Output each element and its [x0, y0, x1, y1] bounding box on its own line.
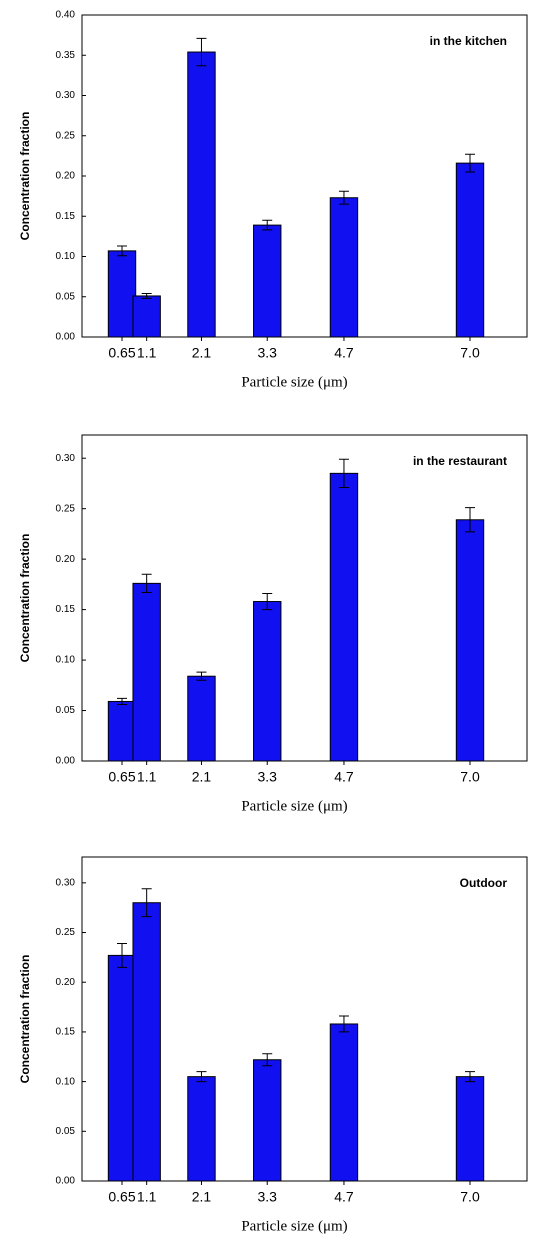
y-tick-label: 0.20	[56, 171, 76, 182]
x-axis-title: Particle size (μm)	[241, 374, 347, 390]
y-tick-label: 0.25	[56, 927, 76, 938]
y-axis-title: Concentration fraction	[18, 955, 32, 1084]
x-tick-label: 2.1	[192, 1189, 212, 1205]
x-tick-label: 7.0	[460, 769, 480, 785]
error-bar	[117, 697, 128, 705]
error-bar	[196, 37, 207, 67]
y-tick-label: 0.20	[56, 554, 76, 565]
bar	[253, 224, 282, 338]
y-tick-label: 0.35	[56, 50, 76, 61]
y-tick-label: 0.00	[56, 1176, 76, 1187]
error-bar	[262, 219, 273, 231]
y-tick-label: 0.20	[56, 977, 76, 988]
x-tick-label: 2.1	[192, 769, 212, 785]
error-bar	[141, 573, 152, 593]
error-bar	[262, 1053, 273, 1067]
y-tick-label: 0.10	[56, 1076, 76, 1087]
x-tick-label: 7.0	[460, 345, 480, 361]
error-bar	[465, 507, 476, 533]
bar	[187, 675, 216, 762]
bar	[187, 1076, 216, 1182]
annotation: in the restaurant	[413, 454, 507, 468]
y-axis-title: Concentration fraction	[18, 112, 32, 241]
error-bar	[117, 942, 128, 968]
bar	[187, 51, 216, 338]
x-tick-label: 3.3	[257, 345, 277, 361]
y-tick-label: 0.40	[56, 10, 76, 21]
y-tick-label: 0.25	[56, 503, 76, 514]
y-tick-label: 0.05	[56, 705, 76, 716]
y-tick-label: 0.25	[56, 130, 76, 141]
bar	[107, 700, 137, 762]
error-bar	[141, 293, 152, 299]
y-axis-title: Concentration fraction	[18, 534, 32, 663]
error-bar	[141, 888, 152, 918]
y-tick-label: 0.30	[56, 877, 76, 888]
y-tick-label: 0.10	[56, 655, 76, 666]
x-tick-label: 1.1	[137, 1189, 157, 1205]
y-tick-label: 0.30	[56, 90, 76, 101]
x-tick-label: 7.0	[460, 1189, 480, 1205]
bar	[107, 954, 137, 1182]
bar	[329, 1023, 359, 1182]
annotation: Outdoor	[460, 876, 508, 890]
plot-frame	[81, 856, 528, 1182]
y-tick-label: 0.05	[56, 291, 76, 302]
error-bar	[338, 458, 349, 488]
y-tick-label: 0.30	[56, 453, 76, 464]
y-tick-label: 0.15	[56, 604, 76, 615]
bar	[132, 902, 161, 1182]
x-tick-label: 3.3	[257, 1189, 277, 1205]
x-tick-label: 3.3	[257, 769, 277, 785]
x-tick-label: 1.1	[137, 345, 157, 361]
bar	[329, 197, 359, 338]
error-bar	[262, 592, 273, 611]
x-tick-label: 0.65	[108, 769, 135, 785]
x-axis-title: Particle size (μm)	[241, 1218, 347, 1234]
bar	[455, 519, 485, 762]
y-tick-label: 0.10	[56, 251, 76, 262]
bar	[132, 582, 161, 762]
error-bar	[117, 245, 128, 257]
bar	[455, 1076, 485, 1182]
error-bar	[465, 1071, 476, 1083]
bar	[253, 601, 282, 762]
y-tick-label: 0.00	[56, 756, 76, 767]
bar	[253, 1059, 282, 1182]
x-tick-label: 4.7	[334, 1189, 354, 1205]
x-axis-title: Particle size (μm)	[241, 798, 347, 814]
x-tick-label: 0.65	[108, 1189, 135, 1205]
error-bar	[338, 190, 349, 205]
bar	[107, 250, 137, 338]
y-tick-label: 0.00	[56, 332, 76, 343]
x-tick-label: 0.65	[108, 345, 135, 361]
error-bar	[196, 671, 207, 681]
error-bar	[338, 1015, 349, 1033]
error-bar	[196, 1071, 207, 1083]
x-tick-label: 4.7	[334, 769, 354, 785]
y-tick-label: 0.05	[56, 1126, 76, 1137]
bar	[329, 472, 359, 762]
x-tick-label: 2.1	[192, 345, 212, 361]
error-bar	[465, 153, 476, 173]
bar	[455, 162, 485, 338]
y-tick-label: 0.15	[56, 1027, 76, 1038]
y-tick-label: 0.15	[56, 211, 76, 222]
bar	[132, 295, 161, 338]
annotation: in the kitchen	[430, 34, 507, 48]
plot-frame	[81, 434, 528, 762]
x-tick-label: 4.7	[334, 345, 354, 361]
x-tick-label: 1.1	[137, 769, 157, 785]
